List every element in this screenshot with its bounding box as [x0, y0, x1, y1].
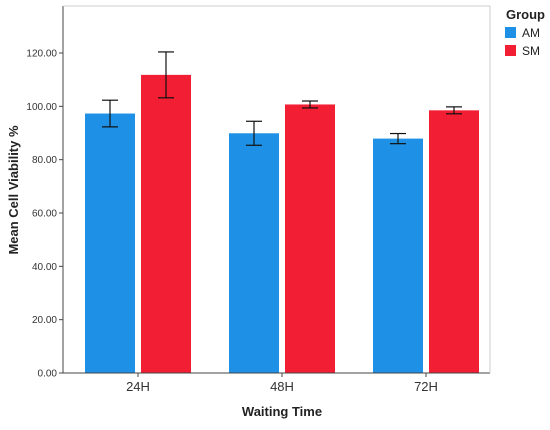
- bar-sm-24h: [141, 74, 191, 373]
- y-tick-label: 80.00: [32, 155, 57, 166]
- legend: Group AM SM: [505, 7, 545, 58]
- bar-sm-48h: [285, 104, 335, 373]
- x-tick-label: 72H: [414, 379, 438, 394]
- legend-label-am: AM: [522, 26, 540, 40]
- y-tick-label: 40.00: [32, 262, 57, 273]
- y-tick-label: 0.00: [38, 369, 58, 380]
- y-tick-label: 20.00: [32, 315, 57, 326]
- legend-swatch-am: [505, 27, 516, 38]
- y-tick-label: 120.00: [26, 49, 57, 60]
- bar-sm-72h: [429, 110, 479, 373]
- x-tick-label: 24H: [126, 379, 150, 394]
- x-axis-label: Waiting Time: [242, 404, 322, 419]
- legend-label-sm: SM: [522, 44, 540, 58]
- bar-am-72h: [373, 138, 423, 373]
- y-tick-label: 60.00: [32, 209, 57, 220]
- x-axis-ticks: 24H 48H 72H: [126, 373, 438, 394]
- bar-am-48h: [229, 133, 279, 373]
- bar-am-24h: [85, 113, 135, 374]
- legend-title: Group: [506, 7, 545, 22]
- y-tick-label: 100.00: [26, 102, 57, 113]
- bars-group: [85, 74, 479, 374]
- x-tick-label: 48H: [270, 379, 294, 394]
- error-bars-group: [102, 51, 462, 146]
- legend-swatch-sm: [505, 45, 516, 56]
- y-axis-label: Mean Cell Viability %: [6, 125, 21, 255]
- y-axis-ticks: 0.00 20.00 40.00 60.00 80.00 100.00 120.00: [26, 49, 63, 380]
